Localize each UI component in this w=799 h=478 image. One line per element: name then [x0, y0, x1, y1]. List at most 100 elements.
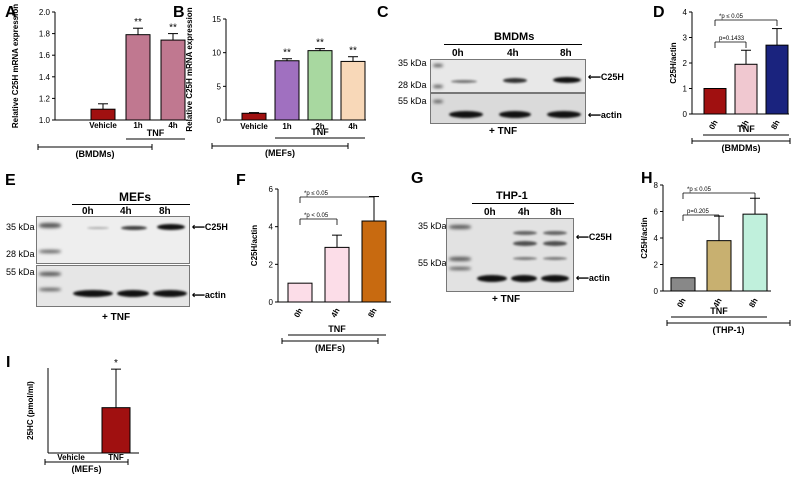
- blot-g-lane-0h: 0h: [484, 207, 496, 218]
- chart-d-tnf-label: TNF: [737, 124, 755, 134]
- chart-a-bar: [160, 39, 186, 121]
- chart-f-ytick-label: 2: [269, 260, 274, 269]
- blot-g-target-c25h: ⟵C25H: [576, 232, 612, 242]
- chart-f-tnf-label: TNF: [328, 324, 346, 334]
- blot-c-title-line: [444, 44, 582, 45]
- chart-f-ylabel: C25H/actin: [250, 225, 259, 266]
- chart-f-annotation-label: *p ≤ 0.05: [304, 191, 329, 197]
- panel-letter-d: D: [653, 4, 665, 21]
- chart-h-bar: [670, 277, 696, 292]
- chart-d-ytick-label: 2: [683, 59, 688, 68]
- blot-c-lane-4h: 4h: [507, 48, 519, 59]
- chart-a-category-label: Vehicle: [89, 121, 117, 130]
- blot-g-title: THP-1: [496, 190, 528, 202]
- chart-a-category-label: 4h: [168, 121, 177, 130]
- chart-f-category-label: 8h: [366, 306, 379, 319]
- chart-f-ytick-label: 6: [269, 185, 274, 194]
- panel-letter-e: E: [5, 172, 16, 189]
- blot-c-lower-membrane: [430, 93, 586, 124]
- chart-h-bar: [706, 240, 732, 292]
- blot-g-target-actin: ⟵actin: [576, 273, 610, 283]
- blot-e-lane-8h: 8h: [159, 206, 171, 217]
- blot-g-treatment: + TNF: [492, 294, 521, 305]
- chart-a-significance: **: [134, 17, 142, 28]
- chart-h-ytick-label: 0: [654, 287, 659, 296]
- chart-h-category-label: 4h: [711, 296, 724, 309]
- blot-e-upper-membrane: [36, 216, 190, 264]
- chart-h-tnf-label: TNF: [710, 306, 728, 316]
- blot-g-title-line: [472, 203, 574, 204]
- chart-d-ytick-label: 4: [683, 8, 688, 17]
- chart-a-ytick-label: 1.8: [39, 30, 51, 39]
- chart-f-category-label: 0h: [292, 306, 305, 319]
- blot-e-title: MEFs: [119, 190, 152, 204]
- chart-b-category-label: 4h: [348, 122, 357, 131]
- chart-b-tnf-label: TNF: [311, 127, 329, 137]
- chart-b-significance: **: [283, 48, 291, 59]
- chart-h-category-label: 0h: [675, 296, 688, 309]
- blot-e-mw-55: 55 kDa: [6, 267, 35, 277]
- blot-g-lane-4h: 4h: [518, 207, 530, 218]
- chart-f-annotation-label: *p < 0.05: [304, 213, 329, 219]
- chart-h-group-label: (THP-1): [713, 325, 745, 335]
- blot-g-lane-8h: 8h: [550, 207, 562, 218]
- chart-b-significance: **: [349, 46, 357, 57]
- chart-a-ytick-label: 2.0: [39, 8, 51, 17]
- blot-c-mw-35: 35 kDa: [398, 58, 427, 68]
- chart-d-category-label: 4h: [738, 118, 751, 131]
- chart-a-ytick-label: 1.0: [39, 116, 51, 125]
- chart-b-bar: [274, 60, 300, 121]
- chart-h-ytick-label: 6: [654, 208, 659, 217]
- chart-a-bar: [125, 34, 151, 121]
- chart-i-category-label: TNF: [108, 453, 124, 462]
- chart-a-ytick-label: 1.2: [39, 94, 51, 103]
- chart-a-ytick-label: 1.4: [39, 73, 51, 82]
- blot-e-lane-0h: 0h: [82, 206, 94, 217]
- chart-b-ytick-label: 0: [217, 116, 222, 125]
- chart-b-category-label: 2h: [315, 122, 324, 131]
- chart-b-group-label: (MEFs): [265, 148, 295, 158]
- chart-d-category-label: 8h: [769, 118, 782, 131]
- chart-b-category-label: 1h: [282, 122, 291, 131]
- chart-b-ytick-label: 10: [212, 49, 221, 58]
- chart-d-category-label: 0h: [707, 118, 720, 131]
- chart-a-ytick-label: 1.6: [39, 51, 51, 60]
- blot-c-lane-8h: 8h: [560, 48, 572, 59]
- blot-e-lower-membrane: [36, 265, 190, 307]
- chart-a-significance: **: [169, 23, 177, 34]
- blot-g-membrane: [446, 218, 574, 292]
- chart-d-ytick-label: 0: [683, 110, 688, 119]
- chart-f-category-label: 4h: [329, 306, 342, 319]
- chart-h-ytick-label: 2: [654, 261, 659, 270]
- blot-c-target-actin: ⟵actin: [588, 110, 622, 120]
- blot-e-lane-4h: 4h: [120, 206, 132, 217]
- blot-c-treatment: + TNF: [489, 126, 518, 137]
- blot-c-lane-0h: 0h: [452, 48, 464, 59]
- blot-e-target-actin: ⟵actin: [192, 290, 226, 300]
- chart-a-category-label: 1h: [133, 121, 142, 130]
- chart-f-group-label: (MEFs): [315, 343, 345, 353]
- chart-h-ytick-label: 4: [654, 234, 659, 243]
- chart-b-bar: [340, 60, 366, 121]
- chart-f-ytick-label: 0: [269, 298, 274, 307]
- chart-a-ylabel: Relative C25H mRNA expression: [11, 4, 20, 128]
- panel-letter-i: I: [6, 354, 11, 371]
- chart-d-annotation-label: *p ≤ 0.05: [719, 14, 744, 20]
- chart-d-ytick-label: 3: [683, 34, 688, 43]
- chart-a-group-label: (BMDMs): [76, 149, 115, 159]
- chart-h-ylabel: C25H/actin: [640, 217, 649, 258]
- chart-i-ylabel: 25HC (pmol/ml): [26, 381, 35, 440]
- blot-e-treatment: + TNF: [102, 312, 131, 323]
- chart-h-annotation-label: p=0.205: [687, 209, 710, 215]
- blot-g-mw-35: 35 kDa: [418, 221, 447, 231]
- panel-letter-a: A: [5, 4, 17, 21]
- chart-b-significance: **: [316, 38, 324, 49]
- blot-e-title-line: [72, 204, 190, 205]
- blot-e-mw-35: 35 kDa: [6, 222, 35, 232]
